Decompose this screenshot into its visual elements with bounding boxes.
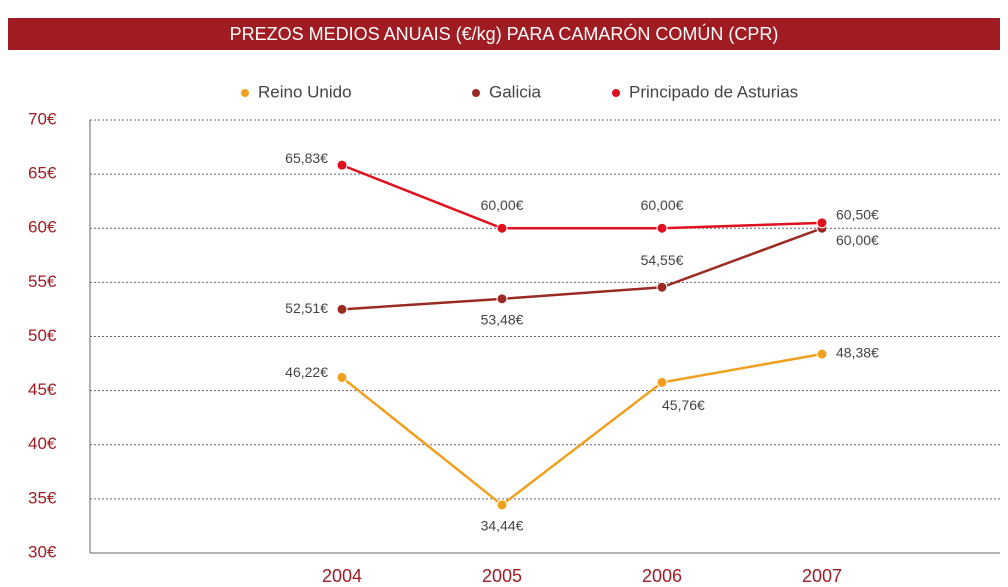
y-tick-label: 40€ (28, 434, 57, 453)
chart-title: PREZOS MEDIOS ANUAIS (€/kg) PARA CAMARÓN… (230, 23, 779, 44)
y-tick-label: 65€ (28, 164, 57, 183)
data-label: 45,76€ (662, 397, 705, 413)
data-point (336, 303, 348, 315)
data-label: 60,00€ (481, 197, 524, 213)
data-label: 60,00€ (836, 232, 879, 248)
y-tick-label: 50€ (28, 326, 57, 345)
y-tick-label: 55€ (28, 272, 57, 291)
data-point (496, 222, 508, 234)
data-point (496, 499, 508, 511)
series-line (341, 163, 823, 230)
data-point (656, 376, 668, 388)
data-label: 46,22€ (285, 364, 328, 380)
data-label: 65,83€ (285, 150, 328, 166)
data-label: 48,38€ (836, 345, 879, 361)
legend-label: Reino Unido (258, 82, 352, 101)
y-tick-label: 35€ (28, 488, 57, 507)
legend-label: Principado de Asturias (629, 82, 798, 101)
legend-label: Galicia (489, 82, 542, 101)
data-point (816, 217, 828, 229)
data-point (816, 348, 828, 360)
data-point (656, 281, 668, 293)
data-point (656, 222, 668, 234)
x-tick-label: 2006 (642, 566, 682, 586)
legend-marker (472, 89, 480, 97)
data-point (336, 371, 348, 383)
title-banner (8, 18, 1000, 50)
data-label: 60,00€ (641, 197, 684, 213)
legend-marker (612, 89, 620, 97)
y-tick-label: 30€ (28, 542, 57, 561)
series-line (341, 227, 823, 311)
data-point (336, 159, 348, 171)
data-label: 34,44€ (481, 518, 524, 534)
y-tick-label: 45€ (28, 380, 57, 399)
data-label: 60,50€ (836, 207, 879, 223)
y-tick-label: 70€ (28, 109, 57, 128)
series-line (341, 352, 823, 507)
y-tick-label: 60€ (28, 218, 57, 237)
data-label: 53,48€ (481, 312, 524, 328)
data-label: 52,51€ (285, 300, 328, 316)
x-tick-label: 2007 (802, 566, 842, 586)
data-label: 54,55€ (641, 252, 684, 268)
legend-marker (241, 89, 249, 97)
x-tick-label: 2004 (322, 566, 362, 586)
x-tick-label: 2005 (482, 566, 522, 586)
data-point (496, 293, 508, 305)
